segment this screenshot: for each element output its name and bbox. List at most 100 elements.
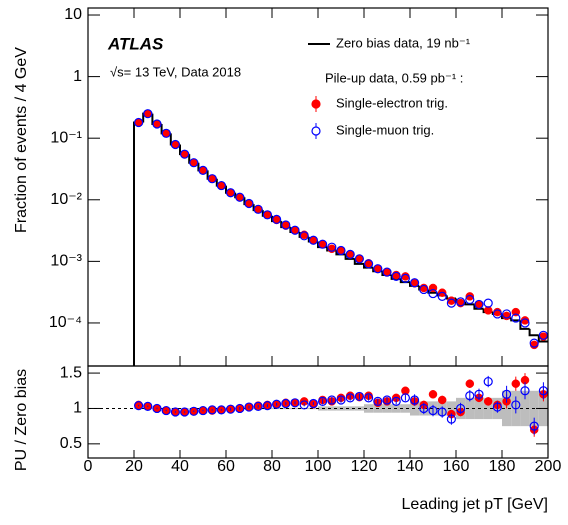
data-point (134, 401, 144, 411)
data-point (161, 128, 171, 138)
energy-label: √s= 13 TeV, Data 2018 (110, 64, 241, 79)
data-point (143, 401, 153, 411)
data-point (364, 393, 374, 403)
experiment-label: ATLAS (107, 34, 164, 53)
data-point (428, 288, 438, 299)
data-point (446, 414, 456, 424)
uncertainty-band (327, 406, 337, 411)
data-point (253, 204, 263, 214)
data-point (410, 395, 420, 405)
uncertainty-band (281, 407, 291, 410)
data-point (281, 398, 291, 409)
legend-label: Single-muon trig. (336, 122, 434, 137)
data-point (437, 291, 447, 301)
data-point (483, 397, 493, 406)
histogram-bin (464, 301, 475, 306)
data-point (308, 235, 318, 245)
data-point (308, 398, 318, 409)
data-point (401, 386, 410, 396)
data-point (483, 298, 493, 308)
data-point (152, 403, 162, 414)
data-point (281, 220, 291, 230)
legend-marker (311, 99, 321, 109)
data-point (253, 401, 263, 411)
y-tick-label: 10⁻² (50, 191, 82, 208)
legend-marker (311, 126, 321, 136)
data-point (437, 407, 447, 417)
data-point (382, 267, 392, 277)
data-point (290, 398, 300, 408)
data-point (373, 264, 383, 274)
data-point (465, 391, 475, 401)
uncertainty-band (465, 397, 475, 420)
data-point (226, 404, 236, 414)
data-point (336, 245, 346, 256)
data-point (492, 309, 502, 319)
data-point (226, 188, 236, 198)
data-point (143, 109, 153, 119)
data-point (272, 214, 282, 225)
uncertainty-band (345, 406, 355, 411)
data-point (345, 393, 355, 403)
data-point (354, 391, 364, 402)
data-point (511, 313, 521, 323)
histogram-bin (353, 258, 364, 265)
data-point (465, 294, 475, 305)
x-axis-label: Leading jet pT [GeV] (402, 496, 548, 513)
data-point (391, 271, 401, 282)
data-point (520, 318, 530, 328)
histogram-bin (537, 335, 548, 343)
data-point (428, 405, 438, 416)
data-point (474, 389, 484, 399)
data-point (373, 396, 383, 406)
data-point (400, 393, 410, 403)
data-point (400, 273, 410, 283)
y-tick-label: 10⁻³ (50, 253, 82, 270)
x-tick-label: 60 (217, 458, 235, 475)
histogram-bin (473, 304, 484, 310)
data-point (410, 278, 420, 288)
y-axis-label: Fraction of events / 4 GeV (13, 47, 30, 233)
histogram-bin (519, 320, 530, 330)
data-point (235, 403, 245, 414)
y-tick-label: 10⁻⁴ (49, 314, 82, 331)
data-point (180, 407, 190, 417)
x-tick-label: 180 (489, 458, 516, 475)
y-tick-label: 0.5 (60, 435, 82, 452)
data-point (327, 395, 337, 405)
y-tick-label: 10⁻¹ (50, 129, 82, 146)
x-tick-label: 160 (443, 458, 470, 475)
legend-header: Pile-up data, 0.59 pb⁻¹ : (325, 70, 463, 85)
data-point (336, 395, 346, 405)
data-point (189, 406, 199, 416)
uncertainty-band (382, 404, 392, 413)
data-point (520, 386, 530, 396)
data-point (244, 402, 254, 412)
data-point (134, 117, 144, 128)
data-point (318, 396, 328, 406)
ratio-frame (87, 365, 549, 459)
data-point (189, 158, 199, 168)
histogram-bin (528, 328, 539, 337)
data-point (161, 405, 171, 416)
data-point (207, 405, 217, 415)
data-point (299, 231, 309, 241)
data-point (465, 379, 475, 388)
data-point (152, 119, 162, 129)
x-tick-label: 80 (263, 458, 281, 475)
data-point (529, 338, 539, 348)
data-point (216, 405, 226, 415)
histogram-bin (344, 254, 355, 260)
y-tick-label: 1.5 (60, 364, 82, 381)
y-tick-label: 1 (73, 68, 82, 85)
x-tick-label: 100 (305, 458, 332, 475)
data-point (465, 292, 475, 301)
data-point (419, 403, 429, 414)
legend-label: Zero bias data, 19 nb⁻¹ (336, 35, 471, 50)
data-point (318, 239, 328, 249)
data-point (170, 407, 180, 417)
data-point (364, 259, 374, 269)
legend-label: Single-electron trig. (336, 95, 448, 110)
